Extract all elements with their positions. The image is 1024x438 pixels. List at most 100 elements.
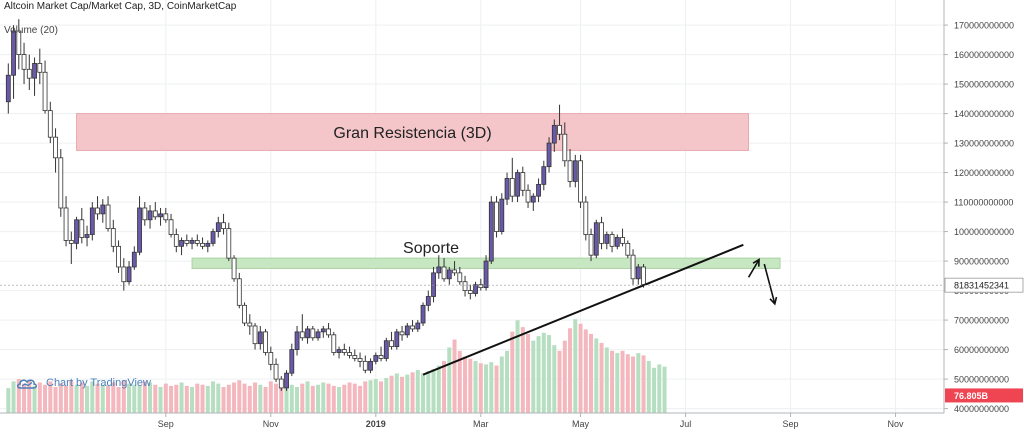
candle — [268, 346, 274, 371]
candle-body — [131, 251, 137, 268]
candle-body — [515, 172, 520, 197]
candle — [462, 275, 468, 297]
volume-bar — [426, 371, 431, 413]
candle — [95, 196, 100, 220]
candle-body — [457, 272, 463, 283]
candle-body — [499, 198, 505, 232]
volume-bar — [216, 383, 221, 413]
volume-bar — [389, 375, 394, 413]
volume-bar — [116, 387, 121, 413]
candle-body — [373, 355, 379, 362]
volume-bars — [6, 319, 667, 413]
volume-bar — [463, 356, 468, 413]
volume-bar — [263, 387, 268, 413]
candle — [299, 314, 305, 341]
branding-label: Chart by TradingView — [46, 377, 151, 389]
candle — [494, 196, 499, 238]
candle — [404, 323, 410, 338]
candle-body — [546, 142, 552, 168]
candle — [147, 205, 153, 229]
candle-body — [205, 242, 211, 247]
volume-bar — [169, 385, 174, 413]
y-tick-label: 160000000000 — [954, 50, 1014, 60]
candles — [5, 19, 646, 391]
candle-body — [362, 360, 368, 371]
candle — [289, 343, 295, 377]
candle — [467, 284, 473, 300]
candle-body — [572, 160, 578, 182]
volume-bar — [310, 385, 315, 413]
candle — [436, 255, 442, 279]
candle-body — [551, 124, 557, 144]
volume-bar — [358, 385, 363, 413]
candle-body — [336, 349, 342, 353]
candle — [32, 57, 37, 96]
candle-body — [488, 201, 494, 262]
candle-body — [320, 328, 326, 333]
arrow-head — [752, 258, 760, 267]
volume-bar — [442, 361, 447, 413]
candle-body — [352, 355, 358, 359]
candle — [89, 202, 95, 241]
candle — [562, 122, 568, 167]
candle — [504, 172, 510, 206]
candle — [431, 266, 436, 303]
candle-body — [331, 334, 337, 353]
volume-bar — [337, 387, 342, 413]
candle-body — [5, 74, 11, 103]
volume-bar — [489, 362, 494, 413]
candle-body — [137, 207, 142, 253]
candle-body — [399, 331, 405, 336]
candle — [488, 196, 494, 265]
volume-bar — [205, 385, 210, 413]
volume-bar — [594, 338, 599, 413]
candle-body — [179, 240, 184, 247]
candle-body — [436, 266, 442, 274]
candle — [604, 231, 610, 250]
volume-bar — [478, 363, 483, 413]
support-label: Soporte — [403, 240, 459, 257]
candle — [226, 222, 232, 262]
candle — [389, 331, 394, 350]
candle — [425, 290, 431, 312]
volume-bar — [32, 385, 37, 413]
tradingview-branding[interactable]: Chart by TradingView — [16, 376, 151, 390]
volume-bar — [121, 380, 126, 413]
candle-body — [620, 237, 625, 244]
volume-bar — [520, 327, 525, 413]
y-tick-label: 170000000000 — [954, 21, 1014, 31]
candle-body — [126, 266, 132, 283]
candle — [478, 278, 484, 291]
volume-bar — [268, 381, 273, 413]
volume-bar — [599, 342, 604, 413]
candle-body — [593, 222, 599, 256]
volume-bar — [184, 385, 189, 413]
y-tick-label: 120000000000 — [954, 168, 1014, 178]
candle — [84, 225, 90, 247]
volume-bar — [16, 379, 21, 413]
candle — [357, 352, 363, 368]
candle — [509, 157, 515, 203]
candle-body — [378, 355, 384, 359]
volume-bar — [578, 323, 583, 413]
volume-bar — [100, 384, 105, 413]
candle — [572, 154, 578, 188]
volume-bar — [316, 384, 321, 413]
candle — [609, 231, 615, 253]
candle — [231, 255, 237, 282]
candle — [588, 228, 594, 262]
volume-bar — [258, 384, 263, 413]
candle — [326, 323, 331, 338]
volume-bar — [531, 340, 536, 413]
candle — [5, 63, 11, 114]
candle — [620, 228, 625, 247]
volume-bar — [79, 382, 84, 413]
candle — [583, 196, 589, 241]
candle — [530, 193, 536, 211]
volume-bar — [415, 370, 420, 413]
candle-body — [357, 358, 363, 362]
volume-bar — [305, 381, 310, 413]
volume-bar — [22, 383, 27, 413]
volume-bar — [326, 383, 331, 413]
volume-bar — [43, 384, 48, 413]
